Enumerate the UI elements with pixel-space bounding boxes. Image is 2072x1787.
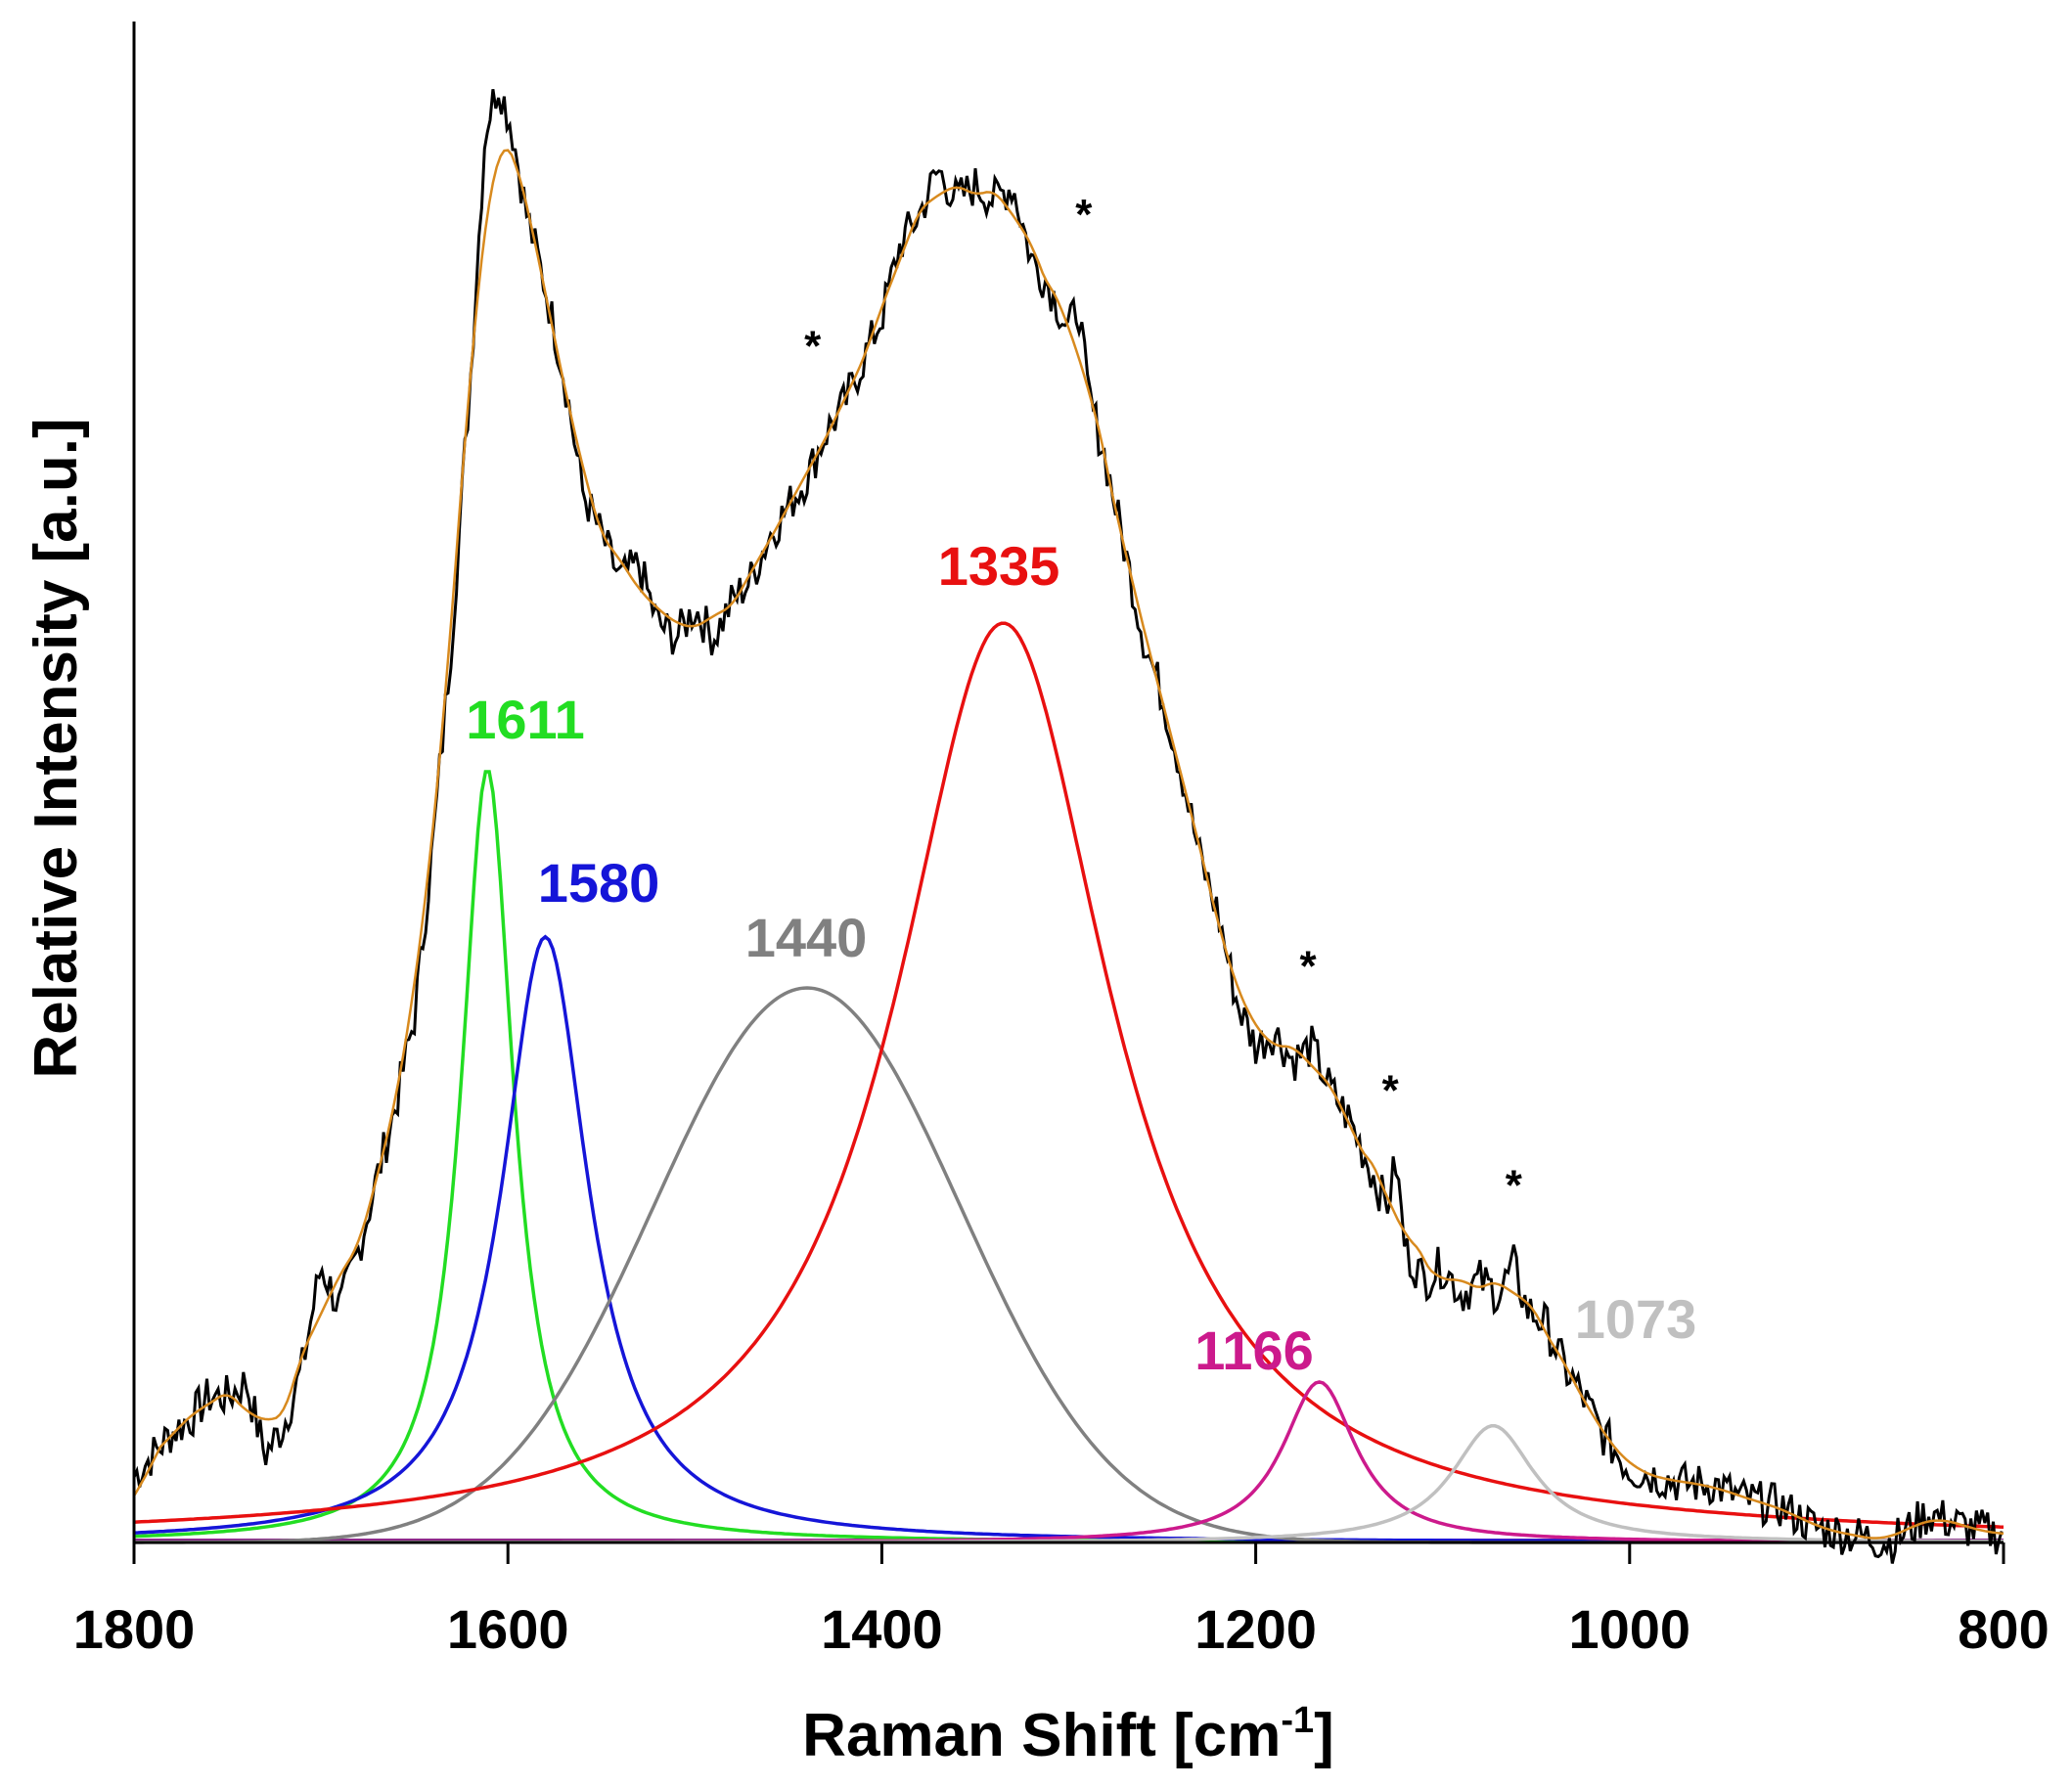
x-tick-label: 1000 xyxy=(1569,1598,1691,1660)
spike-marker: * xyxy=(1075,191,1093,239)
spike-marker: * xyxy=(1300,943,1318,991)
spike-marker: * xyxy=(1506,1161,1523,1209)
band-1611-curve xyxy=(133,770,2004,1544)
y-axis-label: Relative Intensity [a.u.] xyxy=(23,418,90,1078)
band-1335-curve xyxy=(133,621,2004,1529)
band-1166-curve xyxy=(134,1380,2004,1544)
x-tick-label: 1800 xyxy=(73,1598,196,1660)
x-tick-label: 1400 xyxy=(821,1598,943,1660)
band-1073-label: 1073 xyxy=(1575,1288,1697,1350)
peak-labels: 1611 1580 1440 1335 1166 1073 xyxy=(466,535,1696,1381)
x-tick-label: 1600 xyxy=(447,1598,569,1660)
x-axis-ticks: 1800 1600 1400 1200 1000 800 xyxy=(73,1542,2049,1660)
spike-markers: * * * * * xyxy=(804,191,1523,1209)
spike-marker: * xyxy=(1382,1066,1400,1114)
band-1580-label: 1580 xyxy=(538,852,660,914)
x-tick-label: 1200 xyxy=(1194,1598,1317,1660)
x-axis-label: Raman Shift [cm-1] xyxy=(802,1700,1334,1769)
band-1611-label: 1611 xyxy=(466,689,585,750)
band-1440-label: 1440 xyxy=(745,907,868,968)
cumulative-fit-line xyxy=(132,149,2004,1540)
spectrum-curves xyxy=(132,88,2004,1564)
spike-marker: * xyxy=(804,322,822,370)
band-1166-label: 1166 xyxy=(1194,1319,1314,1381)
measured-spectrum-line xyxy=(132,88,2004,1564)
band-1335-label: 1335 xyxy=(938,535,1060,597)
x-axis-label-superscript: -1 xyxy=(1281,1700,1314,1741)
x-tick-label: 800 xyxy=(1958,1598,2049,1660)
